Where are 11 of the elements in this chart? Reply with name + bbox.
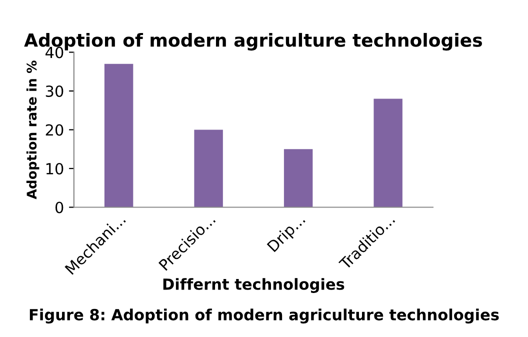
x-axis-title: Differnt technologies [163, 278, 344, 293]
bar [194, 130, 223, 208]
caption: Figure 8: Adoption of modern agriculture technologies [30, 308, 499, 324]
y-axis-title: Adoption rate in % [26, 60, 40, 200]
y-tick-label: 20 [46, 124, 64, 136]
y-tick-label: 10 [46, 162, 64, 175]
bar [284, 149, 313, 208]
y-tick-label: 30 [46, 85, 64, 98]
y-tick-label: 0 [55, 202, 64, 214]
bar [104, 64, 134, 208]
bar [374, 98, 402, 208]
